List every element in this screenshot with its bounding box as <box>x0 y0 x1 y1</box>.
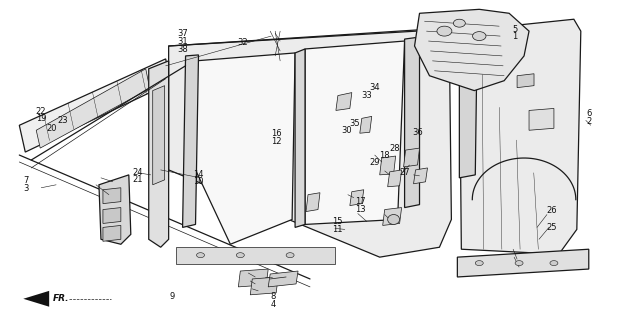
Text: 28: 28 <box>389 144 399 153</box>
Text: 14: 14 <box>193 170 204 179</box>
Polygon shape <box>103 208 121 223</box>
Text: 23: 23 <box>58 116 68 125</box>
Polygon shape <box>306 193 320 212</box>
Text: 30: 30 <box>341 126 352 135</box>
Ellipse shape <box>473 32 486 41</box>
Ellipse shape <box>387 214 399 224</box>
Polygon shape <box>250 277 278 295</box>
Text: FR.: FR. <box>53 294 69 303</box>
Polygon shape <box>517 74 534 88</box>
Ellipse shape <box>475 260 483 266</box>
Text: 32: 32 <box>237 38 248 47</box>
Text: 33: 33 <box>362 92 372 100</box>
Polygon shape <box>336 92 352 110</box>
Polygon shape <box>168 29 451 257</box>
Polygon shape <box>529 108 554 130</box>
Text: 4: 4 <box>270 300 276 309</box>
Text: 19: 19 <box>36 114 46 123</box>
Text: 9: 9 <box>170 292 175 301</box>
Text: 11: 11 <box>332 225 342 234</box>
Text: 10: 10 <box>193 177 204 186</box>
Text: 17: 17 <box>356 197 366 206</box>
Polygon shape <box>239 269 268 287</box>
Polygon shape <box>360 116 372 133</box>
Text: 13: 13 <box>356 205 366 214</box>
Polygon shape <box>36 69 150 148</box>
Text: 27: 27 <box>399 168 409 177</box>
Ellipse shape <box>197 253 205 258</box>
Text: 3: 3 <box>23 184 29 193</box>
Text: 25: 25 <box>546 223 557 232</box>
Polygon shape <box>350 190 364 206</box>
Polygon shape <box>382 208 402 225</box>
Text: 8: 8 <box>270 292 276 301</box>
Text: 12: 12 <box>270 137 281 146</box>
Ellipse shape <box>237 253 244 258</box>
Text: 24: 24 <box>132 168 143 177</box>
Polygon shape <box>103 225 121 241</box>
Ellipse shape <box>286 253 294 258</box>
Polygon shape <box>414 168 428 184</box>
Text: 2: 2 <box>586 117 591 126</box>
Text: 22: 22 <box>36 107 46 116</box>
Text: 20: 20 <box>46 124 57 133</box>
Polygon shape <box>19 59 171 152</box>
Polygon shape <box>414 9 529 91</box>
Polygon shape <box>459 29 477 178</box>
Ellipse shape <box>453 19 465 27</box>
Text: 35: 35 <box>349 119 360 128</box>
Text: 37: 37 <box>177 28 188 38</box>
Text: 34: 34 <box>369 83 380 92</box>
Polygon shape <box>176 247 335 264</box>
Polygon shape <box>99 175 131 244</box>
Text: 6: 6 <box>586 109 592 118</box>
Text: 7: 7 <box>23 176 29 185</box>
Text: 21: 21 <box>132 175 143 184</box>
Polygon shape <box>404 148 419 167</box>
Polygon shape <box>195 53 295 244</box>
Text: 26: 26 <box>546 206 557 215</box>
Ellipse shape <box>550 260 558 266</box>
Text: 29: 29 <box>369 158 379 167</box>
Polygon shape <box>103 188 121 204</box>
Text: 38: 38 <box>177 45 188 54</box>
Polygon shape <box>404 37 419 208</box>
Text: 1: 1 <box>513 32 518 41</box>
Polygon shape <box>458 249 589 277</box>
Ellipse shape <box>515 260 523 266</box>
Polygon shape <box>183 55 198 228</box>
Text: 18: 18 <box>379 151 390 160</box>
Text: 15: 15 <box>332 217 342 226</box>
Polygon shape <box>23 291 49 307</box>
Polygon shape <box>153 86 165 185</box>
Polygon shape <box>268 271 298 287</box>
Polygon shape <box>387 170 402 187</box>
Text: 36: 36 <box>413 128 423 137</box>
Text: 31: 31 <box>177 37 188 46</box>
Text: 5: 5 <box>513 25 518 34</box>
Polygon shape <box>149 61 168 247</box>
Polygon shape <box>295 49 305 228</box>
Ellipse shape <box>437 26 452 36</box>
Polygon shape <box>459 19 581 254</box>
Text: 16: 16 <box>270 130 281 139</box>
Polygon shape <box>380 156 396 175</box>
Polygon shape <box>305 41 404 224</box>
